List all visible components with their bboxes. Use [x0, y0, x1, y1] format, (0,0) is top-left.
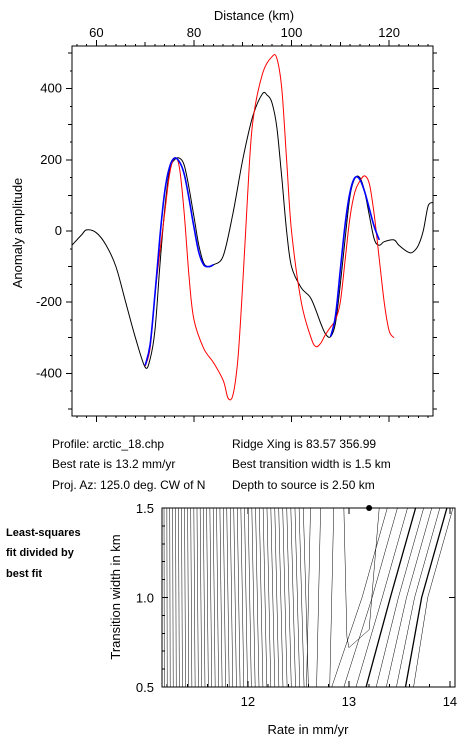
- y-axis-title-top: Anomaly amplitude: [10, 178, 25, 289]
- profile-axes: 60 80 100 120 -400 -200 0 200 400: [36, 25, 439, 422]
- contour-line: [229, 507, 234, 688]
- contour-line: [219, 507, 223, 688]
- y-tick-label: 1.5: [136, 501, 154, 516]
- y-tick-label: 200: [40, 152, 62, 167]
- contour-line: [247, 507, 252, 688]
- profile-name: Profile: arctic_18.chp: [52, 437, 164, 451]
- contour-line: [396, 507, 441, 688]
- y-tick-label: 0: [55, 223, 62, 238]
- misfit-contour-chart: 12 13 14 0.5 1.0 1.5 Rate in mm/yr Transition…: [108, 501, 457, 737]
- contour-line: [266, 507, 272, 688]
- contour-line: [365, 507, 417, 688]
- contour-line: [199, 507, 202, 688]
- x-tick-label: 80: [187, 25, 201, 40]
- contour-line: [343, 507, 398, 688]
- contour-line: [226, 507, 230, 688]
- x-tick-label: 120: [378, 25, 400, 40]
- contour-line: [240, 507, 245, 688]
- depth-to-source: Depth to source is 2.50 km: [232, 478, 375, 492]
- contour-line: [298, 507, 305, 688]
- fitted-segment-line-1: [144, 157, 214, 366]
- contour-line: [216, 507, 219, 688]
- contour-line: [233, 507, 237, 688]
- side-note-line-3: best fit: [6, 568, 42, 580]
- y-tick-label: 0.5: [136, 680, 154, 695]
- contour-line: [290, 507, 296, 688]
- contour-line: [303, 507, 309, 688]
- contour-line: [355, 507, 408, 688]
- best-transition-width: Best transition width is 1.5 km: [232, 457, 391, 471]
- contour-line: [375, 507, 424, 688]
- contour-minimum: [343, 507, 380, 649]
- contour-line: [331, 507, 388, 688]
- contour-line: [329, 507, 335, 688]
- contour-line: [187, 507, 189, 688]
- side-note-line-2: fit divided by: [6, 547, 75, 559]
- contour-axes: 12 13 14 0.5 1.0 1.5: [136, 501, 457, 709]
- contour-line: [404, 507, 448, 688]
- contour-line: [237, 507, 241, 688]
- contour-line: [178, 507, 180, 688]
- contour-line: [274, 507, 280, 688]
- x-tick-label: 12: [241, 694, 255, 709]
- contour-line: [184, 507, 186, 688]
- x-tick-label: 60: [89, 25, 103, 40]
- y-tick-label: -400: [36, 365, 62, 380]
- info-block: Profile: arctic_18.chp Best rate is 13.2…: [52, 437, 391, 492]
- x-tick-label: 14: [443, 694, 457, 709]
- contour-line: [212, 507, 216, 688]
- side-note-line-1: Least-squares: [6, 527, 81, 539]
- model-anomaly-line: [144, 54, 395, 401]
- contour-line: [196, 507, 199, 688]
- misfit-contours: [163, 505, 454, 688]
- contour-line: [278, 507, 284, 688]
- contour-line: [175, 507, 177, 688]
- contour-line: [223, 507, 226, 688]
- profile-chart: Distance (km) Anomaly amplitude 60 80 100 1…: [10, 8, 439, 422]
- contour-line: [172, 507, 174, 688]
- contour-line: [413, 507, 454, 688]
- contour-line: [306, 507, 311, 688]
- contour-line: [206, 507, 209, 688]
- best-rate: Best rate is 13.2 mm/yr: [52, 457, 175, 471]
- side-note: Least-squares fit divided by best fit: [6, 527, 81, 580]
- x-axis-title-top: Distance (km): [214, 8, 294, 23]
- profile-plot-frame: [71, 45, 434, 417]
- x-tick-label: 100: [281, 25, 303, 40]
- y-tick-label: 400: [40, 81, 62, 96]
- contour-line: [209, 507, 212, 688]
- contour-line: [262, 507, 268, 688]
- y-axis-title-bottom: Transition width in km: [108, 534, 123, 659]
- contour-line: [244, 507, 248, 688]
- y-tick-label: -200: [36, 294, 62, 309]
- contour-line: [270, 507, 276, 688]
- contour-line: [251, 507, 256, 688]
- contour-line: [282, 507, 288, 688]
- contour-line: [294, 507, 301, 688]
- contour-line: [316, 507, 321, 688]
- y-tick-label: 1.0: [136, 591, 154, 606]
- contour-line: [193, 507, 196, 688]
- observed-anomaly-line: [71, 91, 434, 369]
- contour-line: [286, 507, 292, 688]
- ridge-crossing: Ridge Xing is 83.57 356.99: [232, 437, 376, 451]
- contour-line: [255, 507, 260, 688]
- profile-series: [71, 54, 434, 401]
- fitted-segment-line-2: [329, 175, 381, 337]
- contour-line: [190, 507, 193, 688]
- contour-line: [203, 507, 206, 688]
- contour-line: [181, 507, 183, 688]
- contour-line: [259, 507, 264, 688]
- projection-azimuth: Proj. Az: 125.0 deg. CW of N: [52, 478, 205, 492]
- contour-line: [386, 507, 433, 688]
- x-tick-label: 13: [342, 694, 356, 709]
- x-axis-title-bottom: Rate in mm/yr: [268, 722, 350, 737]
